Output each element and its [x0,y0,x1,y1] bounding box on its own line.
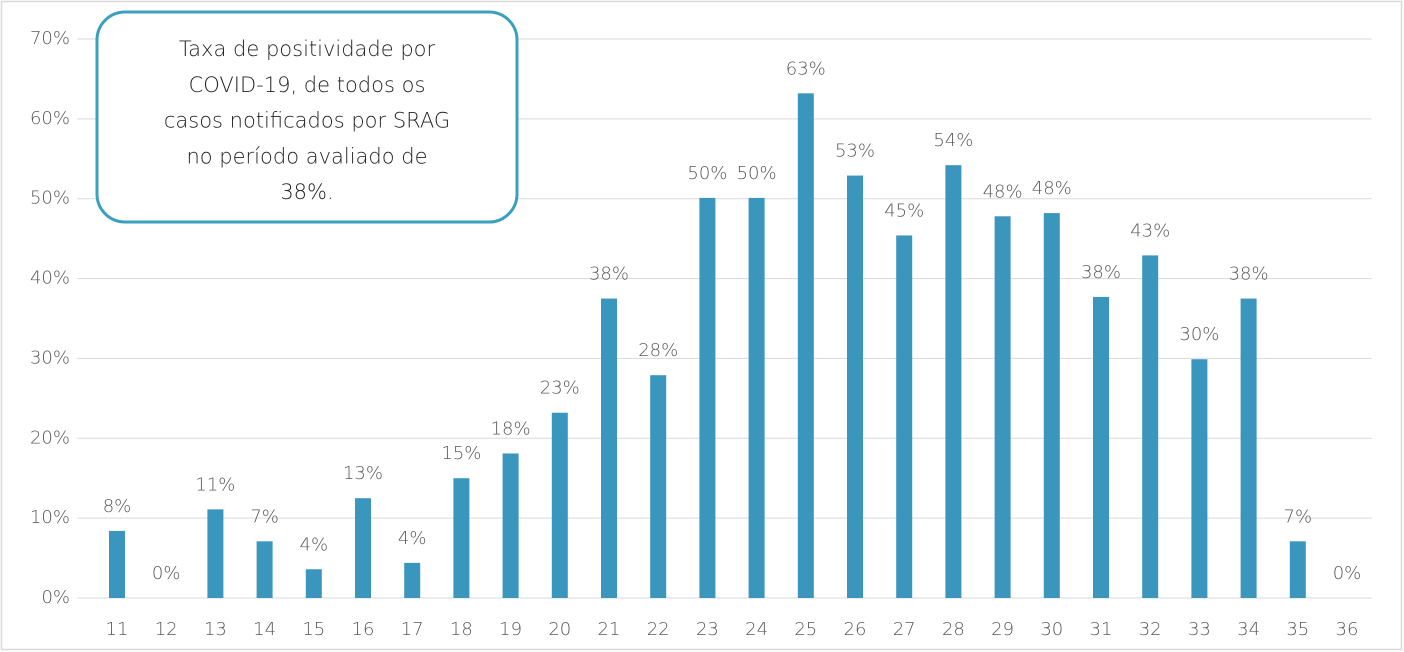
y-tick-label: 40% [30,268,70,289]
bar [109,530,125,598]
x-tick-label: 26 [844,619,867,640]
value-label: 50% [687,163,727,184]
x-tick-label: 36 [1336,619,1359,640]
bar [601,298,617,598]
value-label: 45% [884,200,924,221]
value-label: 63% [786,58,826,79]
value-label: 38% [589,264,629,285]
value-label: 54% [933,130,973,151]
annotation-line: no período avaliado de [186,144,427,168]
value-label: 43% [1130,220,1170,241]
y-tick-label: 30% [30,347,70,368]
value-label: 8% [103,496,132,517]
value-label: 48% [1032,178,1072,199]
x-tick-label: 27 [893,619,916,640]
x-tick-label: 16 [352,619,375,640]
x-tick-label: 34 [1237,619,1260,640]
y-tick-label: 10% [30,507,70,528]
annotation-line: COVID-19, de todos os [189,73,426,97]
value-label: 11% [195,474,235,495]
x-tick-label: 28 [942,619,965,640]
value-label: 7% [1284,506,1313,527]
value-label: 38% [1081,262,1121,283]
x-tick-label: 23 [696,619,719,640]
x-tick-label: 11 [106,619,129,640]
bar [896,235,913,598]
bar [502,453,519,598]
bar [994,216,1011,599]
bar [207,509,224,598]
bar [256,541,273,598]
value-label: 28% [638,340,678,361]
bar [1142,255,1159,599]
bar [797,93,814,598]
annotation-line: Taxa de positividade por [179,37,436,61]
x-tick-label: 15 [302,619,325,640]
bar [404,562,421,598]
annotation-line: casos notificados por SRAG [164,109,450,133]
value-label: 13% [343,463,383,484]
y-tick-label: 50% [30,188,70,209]
bar [355,498,371,598]
bar [699,197,716,598]
bar [1240,298,1257,598]
bar [650,375,667,598]
value-label: 30% [1179,324,1219,345]
bar [305,569,322,598]
x-tick-label: 19 [499,619,522,640]
bar [551,412,568,598]
value-label: 7% [250,506,279,527]
y-tick-label: 70% [30,28,70,49]
bar [748,197,765,598]
labels: 0% 10% 20% 30% 40% 50% 60% 70% 11 8% 12 0% 13 11% 14 7%… [30,28,1361,640]
x-tick-label: 14 [253,619,276,640]
value-label: 0% [152,563,181,584]
y-tick-label: 60% [30,108,70,129]
bar [1191,359,1208,598]
y-tick-label: 0% [41,587,70,608]
value-label: 4% [300,534,329,555]
x-tick-label: 32 [1139,619,1162,640]
x-tick-label: 22 [647,619,670,640]
value-label: 38% [1229,264,1269,285]
x-tick-label: 25 [794,619,817,640]
x-tick-label: 33 [1188,619,1211,640]
x-tick-label: 18 [450,619,473,640]
y-tick-label: 20% [30,427,70,448]
x-tick-label: 17 [401,619,424,640]
value-label: 23% [540,378,580,399]
x-tick-label: 30 [1040,619,1063,640]
x-tick-label: 31 [1090,619,1113,640]
bar [945,165,962,598]
x-tick-label: 12 [155,619,178,640]
bar [1289,541,1306,598]
bars [109,93,1306,599]
bar [453,478,470,598]
x-tick-label: 13 [204,619,227,640]
value-label: 15% [441,443,481,464]
value-label: 0% [1333,563,1362,584]
value-label: 50% [737,163,777,184]
annotation-line: 38%. [280,180,333,204]
value-label: 53% [835,141,875,162]
x-tick-label: 20 [548,619,571,640]
x-tick-label: 29 [991,619,1014,640]
value-label: 4% [398,528,427,549]
annotation-box [95,10,519,224]
annotation: Taxa de positividade por COVID-19, de tod… [95,10,519,224]
value-label: 48% [983,181,1023,202]
value-label: 18% [491,418,531,439]
bar [1093,296,1109,598]
x-tick-label: 24 [745,619,768,640]
x-tick-label: 21 [598,619,621,640]
bar [847,175,863,598]
x-tick-label: 35 [1286,619,1309,640]
bar [1043,213,1060,599]
